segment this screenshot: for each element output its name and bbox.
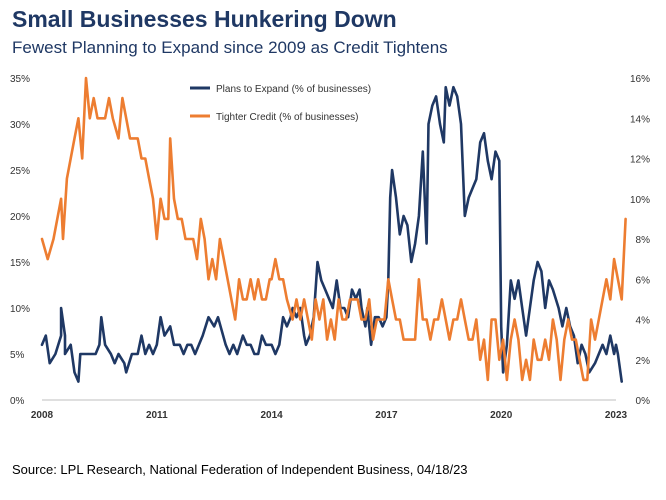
left-axis-ticks: 0% 5% 10% 15% 20% 25% 30% 35% <box>10 74 30 407</box>
x-tick-label: 2017 <box>375 410 398 421</box>
series-layer <box>40 76 627 383</box>
left-tick-label: 35% <box>10 74 30 85</box>
x-tick-label: 2011 <box>146 410 168 421</box>
right-tick-label: 0% <box>636 396 651 407</box>
right-tick-label: 8% <box>636 235 651 246</box>
right-tick-label: 16% <box>630 74 650 85</box>
x-axis-ticks: 2008 2011 2014 2017 2020 2023 <box>31 410 628 421</box>
left-tick-label: 20% <box>10 212 30 223</box>
right-tick-label: 12% <box>630 155 650 166</box>
right-tick-label: 4% <box>636 316 651 327</box>
right-axis-ticks: 0% 2% 4% 6% 8% 10% 12% 14% 16% <box>630 74 650 407</box>
x-tick-label: 2014 <box>260 410 283 421</box>
left-tick-label: 10% <box>10 304 30 315</box>
right-tick-label: 10% <box>630 195 650 206</box>
left-tick-label: 30% <box>10 120 30 131</box>
source-note: Source: LPL Research, National Federatio… <box>12 462 468 477</box>
legend-label: Plans to Expand (% of businesses) <box>216 84 371 95</box>
left-tick-label: 0% <box>10 396 25 407</box>
left-tick-label: 5% <box>10 350 25 361</box>
right-tick-label: 2% <box>636 356 651 367</box>
right-tick-label: 6% <box>636 275 651 286</box>
chart-subtitle: Fewest Planning to Expand since 2009 as … <box>12 38 448 57</box>
left-tick-label: 25% <box>10 166 30 177</box>
x-tick-label: 2008 <box>31 410 54 421</box>
left-tick-label: 15% <box>10 258 30 269</box>
legend-label: Tighter Credit (% of businesses) <box>216 112 358 123</box>
chart-legend: Plans to Expand (% of businesses) Tighter… <box>190 84 371 123</box>
right-tick-label: 14% <box>630 114 650 125</box>
chart-title: Small Businesses Hunkering Down <box>12 6 397 32</box>
x-tick-label: 2020 <box>490 410 513 421</box>
x-tick-label: 2023 <box>605 410 628 421</box>
series-line-tighter-credit <box>40 76 627 382</box>
